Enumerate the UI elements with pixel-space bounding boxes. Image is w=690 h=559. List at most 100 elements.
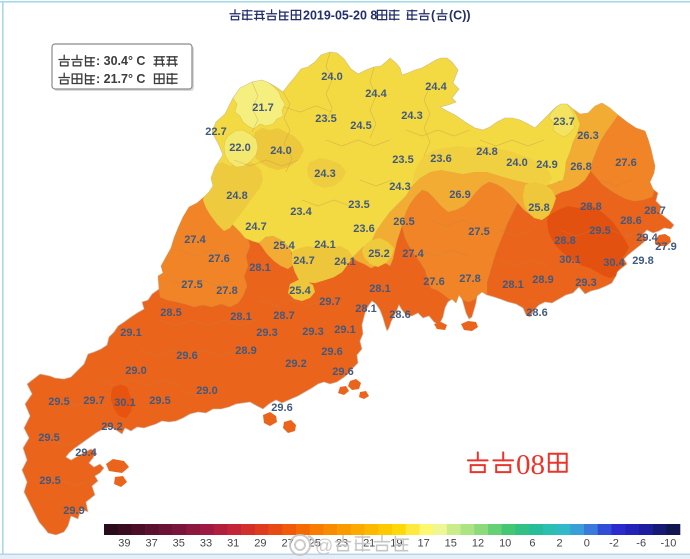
svg-text:24.5: 24.5 [350, 120, 371, 132]
svg-text:24.4: 24.4 [425, 81, 447, 93]
svg-text:29.5: 29.5 [149, 395, 170, 407]
svg-text:27.6: 27.6 [423, 276, 444, 288]
svg-text:: 30.4° C: : 30.4° C [96, 54, 145, 68]
svg-text:29.1: 29.1 [120, 327, 141, 339]
svg-text:27.6: 27.6 [615, 157, 636, 169]
svg-text:27.8: 27.8 [216, 285, 237, 297]
svg-text:: 21.7° C: : 21.7° C [96, 72, 145, 86]
svg-text:28.1: 28.1 [369, 283, 390, 295]
svg-text:23.5: 23.5 [392, 154, 413, 166]
svg-text:29.7: 29.7 [319, 296, 340, 308]
svg-text:19: 19 [390, 538, 402, 550]
svg-text:29.5: 29.5 [589, 225, 610, 237]
svg-text:30.1: 30.1 [114, 397, 135, 409]
svg-text:24.3: 24.3 [401, 110, 422, 122]
svg-text:25.4: 25.4 [289, 285, 311, 297]
svg-text:12: 12 [472, 538, 484, 550]
svg-text:-6: -6 [636, 538, 646, 550]
svg-text:23: 23 [336, 538, 348, 550]
svg-text:15: 15 [445, 538, 457, 550]
svg-text:29.4: 29.4 [75, 447, 97, 459]
svg-text:@: @ [315, 536, 333, 556]
svg-text:23.4: 23.4 [290, 206, 312, 218]
svg-text:10: 10 [499, 538, 511, 550]
svg-text:28.6: 28.6 [620, 215, 641, 227]
svg-text:28.1: 28.1 [230, 311, 251, 323]
svg-text:24.9: 24.9 [536, 159, 557, 171]
svg-text:28.7: 28.7 [644, 205, 665, 217]
svg-text:23.7: 23.7 [553, 116, 574, 128]
svg-text:25.4: 25.4 [273, 240, 295, 252]
svg-text:26.8: 26.8 [570, 161, 591, 173]
svg-text:28.1: 28.1 [355, 303, 376, 315]
svg-text:29.6: 29.6 [271, 402, 292, 414]
svg-text:29.5: 29.5 [39, 475, 60, 487]
svg-text:-2: -2 [609, 538, 619, 550]
svg-text:26.9: 26.9 [449, 189, 470, 201]
svg-text:22.7: 22.7 [205, 126, 226, 138]
svg-text:2: 2 [557, 538, 563, 550]
svg-text:29.6: 29.6 [332, 366, 353, 378]
svg-text:30.1: 30.1 [559, 254, 580, 266]
svg-text:28.9: 28.9 [532, 274, 553, 286]
svg-text:29.9: 29.9 [63, 505, 84, 517]
svg-text:29.3: 29.3 [256, 327, 277, 339]
svg-text:23.5: 23.5 [348, 199, 369, 211]
svg-text:28.8: 28.8 [580, 201, 601, 213]
svg-text:(C)): (C)) [449, 9, 471, 23]
svg-text:27.6: 27.6 [208, 253, 229, 265]
svg-text:23.6: 23.6 [430, 153, 451, 165]
svg-text:23.6: 23.6 [353, 223, 374, 235]
svg-text:27.5: 27.5 [181, 279, 202, 291]
svg-text:39: 39 [118, 538, 130, 550]
svg-text:24.3: 24.3 [314, 168, 335, 180]
svg-text:0: 0 [584, 538, 590, 550]
svg-text:33: 33 [200, 538, 212, 550]
svg-text:24.8: 24.8 [476, 146, 497, 158]
svg-text:28.1: 28.1 [502, 279, 523, 291]
svg-text:28.1: 28.1 [249, 262, 270, 274]
svg-text:26.5: 26.5 [393, 216, 414, 228]
svg-text:6: 6 [529, 538, 535, 550]
svg-text:28.5: 28.5 [160, 307, 181, 319]
svg-text:24.3: 24.3 [389, 181, 410, 193]
svg-text:28.6: 28.6 [526, 307, 547, 319]
svg-text:29.0: 29.0 [125, 365, 146, 377]
svg-text:08: 08 [516, 449, 545, 481]
svg-text:29.3: 29.3 [302, 326, 323, 338]
svg-text:29: 29 [254, 538, 266, 550]
svg-text:-10: -10 [660, 538, 676, 550]
svg-text:24.7: 24.7 [293, 255, 314, 267]
svg-text:24.0: 24.0 [506, 157, 527, 169]
svg-text:26.3: 26.3 [577, 130, 598, 142]
svg-text:24.0: 24.0 [270, 145, 291, 157]
svg-text:27.8: 27.8 [459, 273, 480, 285]
svg-text:35: 35 [173, 538, 185, 550]
svg-text:27.9: 27.9 [655, 241, 676, 253]
svg-text:27.5: 27.5 [468, 226, 489, 238]
svg-text:29.1: 29.1 [334, 324, 355, 336]
svg-text:28.8: 28.8 [554, 235, 575, 247]
svg-text:29.8: 29.8 [632, 255, 653, 267]
svg-text:29.4: 29.4 [636, 232, 658, 244]
svg-text:27.4: 27.4 [402, 248, 424, 260]
svg-text:29.3: 29.3 [575, 277, 596, 289]
svg-text:24.4: 24.4 [365, 88, 387, 100]
svg-text:28.7: 28.7 [273, 310, 294, 322]
svg-text:23.5: 23.5 [315, 113, 336, 125]
svg-text:17: 17 [417, 538, 429, 550]
svg-text:24.1: 24.1 [334, 256, 355, 268]
svg-text:2019-05-20 8: 2019-05-20 8 [303, 9, 377, 23]
svg-text:24.8: 24.8 [226, 190, 247, 202]
svg-text:(: ( [431, 9, 436, 23]
svg-text:29.5: 29.5 [48, 396, 69, 408]
svg-text:24.0: 24.0 [321, 71, 342, 83]
svg-text:24.1: 24.1 [314, 239, 335, 251]
svg-text:29.5: 29.5 [38, 432, 59, 444]
svg-text:31: 31 [227, 538, 239, 550]
svg-text:29.6: 29.6 [176, 350, 197, 362]
svg-text:29.2: 29.2 [285, 358, 306, 370]
svg-text:29.7: 29.7 [83, 395, 104, 407]
svg-text:21.7: 21.7 [252, 102, 273, 114]
svg-text:28.6: 28.6 [389, 309, 410, 321]
